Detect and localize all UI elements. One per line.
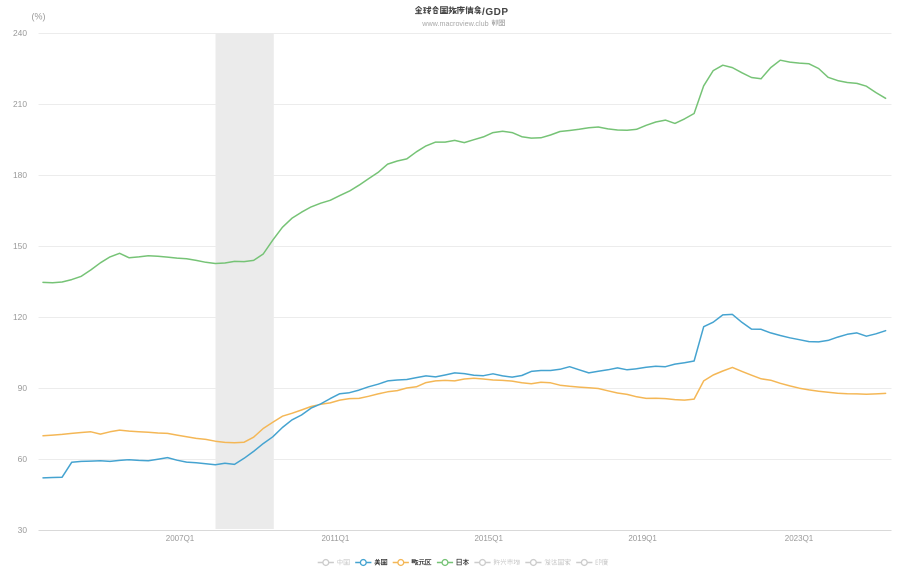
svg-text:90: 90 bbox=[18, 383, 28, 393]
svg-text:30: 30 bbox=[18, 525, 28, 535]
svg-text:2011Q1: 2011Q1 bbox=[321, 534, 349, 543]
svg-text:2019Q1: 2019Q1 bbox=[628, 534, 657, 543]
svg-text:2015Q1: 2015Q1 bbox=[474, 534, 503, 543]
svg-text:240: 240 bbox=[13, 28, 27, 38]
svg-text:2007Q1: 2007Q1 bbox=[166, 534, 195, 543]
svg-text:/GDP: /GDP bbox=[482, 7, 509, 18]
svg-text:www.macroview.club: www.macroview.club bbox=[421, 19, 488, 28]
svg-text:180: 180 bbox=[13, 170, 27, 180]
svg-text:60: 60 bbox=[18, 454, 28, 464]
svg-text:120: 120 bbox=[13, 312, 27, 322]
svg-text:2023Q1: 2023Q1 bbox=[785, 534, 814, 543]
svg-text:210: 210 bbox=[13, 99, 27, 109]
svg-text:150: 150 bbox=[13, 241, 27, 251]
svg-text:(%): (%) bbox=[32, 12, 46, 22]
